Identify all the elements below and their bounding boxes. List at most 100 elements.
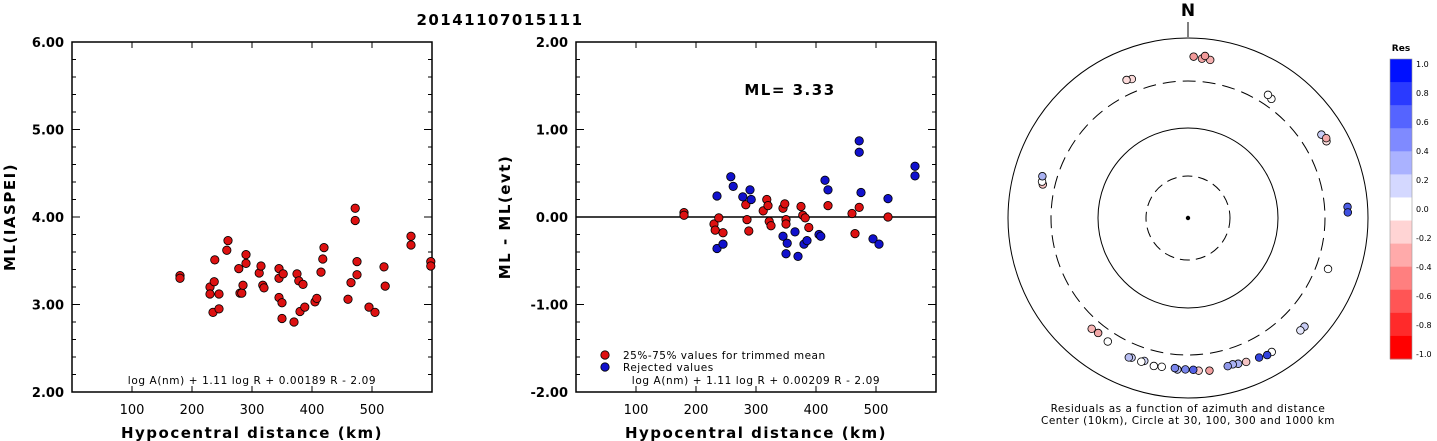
data-point [210, 255, 220, 265]
data-point [744, 226, 754, 236]
station-marker [1189, 365, 1198, 374]
colorbar-swatch [1390, 289, 1412, 314]
data-point [214, 289, 224, 299]
colorbar-label: 0.2 [1416, 176, 1429, 185]
colorbar: 1.0 0.8 0.6 0.4 0.2 0.0 -0.2 -0.4 -0.6 -0.8 -1.0 [1389, 58, 1432, 360]
data-point [910, 161, 920, 171]
y-tick-label: 6.00 [32, 36, 64, 51]
data-point [883, 194, 893, 204]
data-point [766, 221, 776, 231]
data-point [778, 231, 788, 241]
data-point [796, 201, 806, 212]
axes: 100 200 300 400 500 -2.00 -1.00 0.00 1.00 2.00 [531, 36, 936, 418]
data-point [800, 213, 810, 223]
station-marker [1263, 90, 1273, 100]
data-point [214, 304, 224, 314]
x-tick-label: 100 [624, 403, 649, 418]
station-marker [1323, 264, 1333, 274]
data-point [738, 192, 748, 202]
data-point [352, 270, 362, 280]
data-point [847, 208, 857, 219]
data-point [319, 243, 329, 253]
data-point [782, 238, 792, 248]
station-markers [1037, 51, 1353, 375]
colorbar-label: 1.0 [1416, 60, 1429, 69]
data-point [742, 215, 752, 225]
data-point [780, 199, 790, 209]
data-point [241, 258, 251, 268]
data-point [209, 277, 219, 287]
y-tick-label: -2.00 [531, 386, 568, 401]
ring-30km [1145, 175, 1231, 261]
formula: log A(nm) + 1.11 log R + 0.00209 R - 2.0… [632, 375, 880, 387]
station-marker [1322, 133, 1331, 143]
station-marker [1262, 350, 1272, 360]
station-marker [1087, 324, 1096, 334]
x-tick-label: 200 [180, 403, 205, 418]
ring-300km [1050, 80, 1326, 356]
ring-100km [1097, 127, 1279, 309]
data-point [714, 213, 724, 223]
data-point [820, 175, 830, 185]
x-tick-label: 300 [744, 403, 769, 418]
station-marker [1124, 353, 1134, 362]
y-tick-label: 5.00 [32, 124, 64, 139]
colorbar-swatch [1390, 82, 1412, 106]
data-point [241, 250, 251, 260]
station-marker [1223, 361, 1232, 371]
x-tick-label: 100 [120, 403, 145, 418]
x-axis-label: Hypocentral distance (km) [625, 424, 887, 441]
ml-annotation: ML= 3.33 [744, 81, 835, 99]
colorbar-swatch [1390, 197, 1412, 222]
data-point [234, 264, 244, 274]
data-point [781, 249, 791, 259]
data-point [237, 288, 247, 298]
station-marker [1038, 172, 1047, 181]
station-marker [1093, 328, 1103, 338]
colorbar-swatch [1390, 335, 1412, 360]
data-point [289, 317, 299, 327]
data-point [854, 136, 864, 146]
data-point [256, 261, 266, 271]
y-tick-label: 1.00 [536, 124, 568, 139]
data-point [223, 236, 233, 246]
outer-circle [1007, 37, 1369, 399]
y-tick-label: 2.00 [32, 386, 64, 401]
colorbar-swatch [1390, 266, 1412, 291]
data-point [883, 212, 893, 222]
colorbar-swatch [1390, 174, 1412, 198]
data-point [238, 280, 248, 290]
epicenter [1185, 215, 1191, 221]
y-tick-label: 0.00 [536, 211, 568, 226]
legend-marker-trimmed [600, 350, 610, 360]
y-tick-label: 3.00 [32, 299, 64, 314]
data-point [379, 262, 389, 272]
y-axis-label: ML - ML(evt) [496, 155, 514, 279]
colorbar-swatch [1390, 105, 1412, 129]
colorbar-swatch [1390, 312, 1412, 337]
legend-label-trimmed: 25%-75% values for trimmed mean [623, 350, 826, 362]
data-point [277, 313, 287, 324]
colorbar-label: 0.0 [1416, 205, 1429, 214]
data-point [316, 267, 326, 277]
station-marker [1254, 353, 1264, 362]
data-point [746, 194, 756, 205]
plot-frame [71, 41, 433, 393]
colorbar-label: 0.4 [1416, 147, 1429, 156]
station-marker [1170, 363, 1180, 373]
data-point [793, 251, 803, 261]
data-point [380, 281, 390, 291]
x-tick-label: 300 [240, 403, 265, 418]
data-point [175, 273, 185, 283]
data-point [816, 231, 826, 241]
data-point [679, 210, 689, 220]
data-point [205, 289, 215, 299]
data-point [277, 298, 287, 308]
ml-residual-panel: 100 200 300 400 500 -2.00 -1.00 0.00 1.00 2.00 ML… [496, 36, 937, 441]
data-point [352, 257, 362, 267]
station-marker [1241, 357, 1251, 367]
data-point [850, 229, 860, 239]
data-point [222, 245, 232, 255]
axes: 100 200 300 400 500 2.00 3.00 4.00 5.00 6.00 [32, 36, 432, 418]
